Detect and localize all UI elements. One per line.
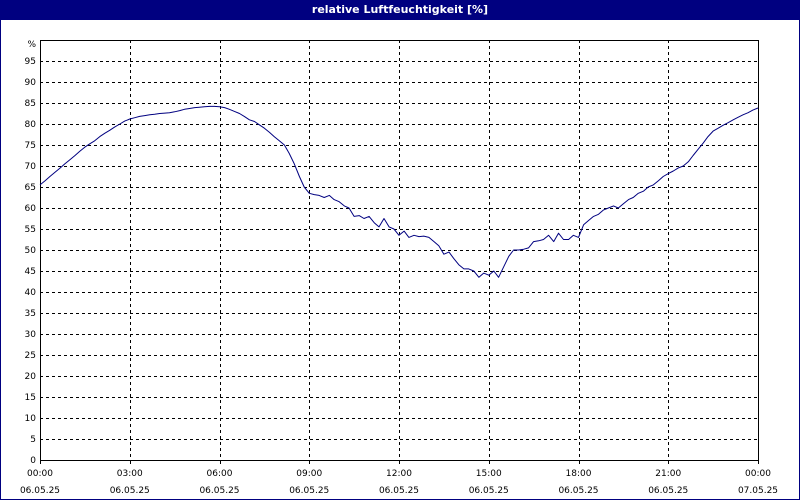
x-tick-time-label: 00:00 bbox=[745, 469, 771, 479]
x-tick-time-label: 03:00 bbox=[117, 469, 143, 479]
x-tick-date-label: 06.05.25 bbox=[469, 486, 509, 496]
x-tick-date-label: 06.05.25 bbox=[110, 486, 150, 496]
y-tick-label: 90 bbox=[25, 78, 37, 88]
y-tick-label: 45 bbox=[25, 267, 36, 277]
y-tick-label: 25 bbox=[25, 351, 36, 361]
x-tick-date-label: 06.05.25 bbox=[379, 486, 419, 496]
x-tick-time-label: 12:00 bbox=[386, 469, 412, 479]
x-tick-date-label: 06.05.25 bbox=[558, 486, 598, 496]
axes bbox=[40, 40, 759, 464]
y-tick-label: 15 bbox=[25, 393, 36, 403]
y-tick-label: 5 bbox=[30, 435, 36, 445]
y-axis-label: % bbox=[27, 40, 36, 50]
x-tick-time-label: 00:00 bbox=[27, 469, 53, 479]
chart-title: relative Luftfeuchtigkeit [%] bbox=[0, 0, 800, 20]
x-tick-date-label: 06.05.25 bbox=[289, 486, 329, 496]
plot-border bbox=[40, 40, 759, 461]
y-tick-label: 35 bbox=[25, 309, 36, 319]
series-lines bbox=[39, 105, 759, 278]
y-tick-label: 75 bbox=[25, 141, 36, 151]
x-tick-date-label: 07.05.25 bbox=[738, 486, 778, 496]
x-tick-time-label: 21:00 bbox=[655, 469, 681, 479]
y-tick-label: 95 bbox=[25, 57, 36, 67]
y-tick-label: 20 bbox=[25, 372, 37, 382]
x-tick-time-label: 09:00 bbox=[296, 469, 322, 479]
x-tick-time-label: 15:00 bbox=[476, 469, 502, 479]
y-tick-label: 0 bbox=[30, 456, 36, 466]
x-tick-time-label: 18:00 bbox=[566, 469, 592, 479]
grid-lines bbox=[40, 40, 758, 460]
humidity-series-line bbox=[39, 105, 759, 278]
x-tick-date-label: 06.05.25 bbox=[199, 486, 239, 496]
y-tick-label: 85 bbox=[25, 99, 36, 109]
y-tick-label: 80 bbox=[25, 120, 37, 130]
x-tick-date-label: 06.05.25 bbox=[20, 486, 60, 496]
y-tick-label: 70 bbox=[25, 162, 37, 172]
tick-labels: 0 5 10 15 20 25 30 35 40 45 50 55 60 65 70 75 80 85 90 95% 0… bbox=[20, 40, 778, 496]
x-tick-time-label: 06:00 bbox=[207, 469, 233, 479]
y-tick-label: 30 bbox=[25, 330, 37, 340]
y-tick-label: 60 bbox=[25, 204, 37, 214]
y-tick-label: 65 bbox=[25, 183, 36, 193]
y-tick-label: 50 bbox=[25, 246, 37, 256]
y-tick-label: 40 bbox=[25, 288, 37, 298]
y-tick-label: 10 bbox=[25, 414, 37, 424]
x-tick-date-label: 06.05.25 bbox=[648, 486, 688, 496]
y-tick-label: 55 bbox=[25, 225, 36, 235]
